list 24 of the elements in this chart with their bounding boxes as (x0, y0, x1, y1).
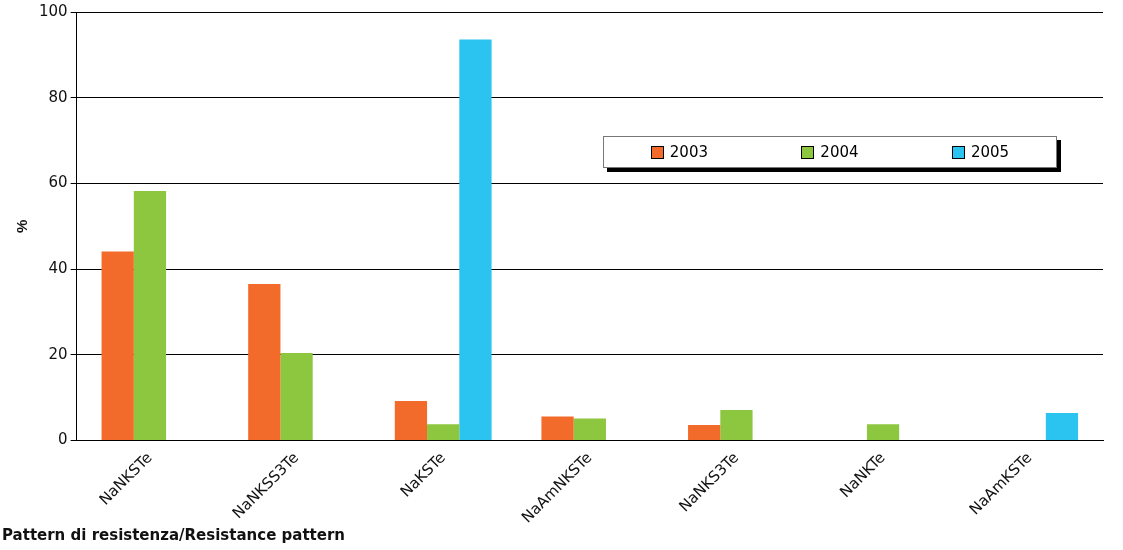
y-tick-label: 0 (58, 430, 68, 449)
bar (427, 424, 460, 440)
bar (866, 424, 900, 440)
bar (394, 401, 428, 440)
bar (133, 191, 167, 440)
y-tick-label: 20 (48, 344, 68, 363)
y-tick-label: 40 (48, 258, 68, 277)
bar (1045, 413, 1079, 440)
y-tick-label: 80 (48, 87, 68, 106)
bar (720, 410, 753, 440)
bar (101, 251, 134, 440)
bar (280, 353, 313, 440)
legend-label: 2003 (669, 143, 709, 162)
bar (459, 39, 492, 440)
bar (541, 416, 574, 440)
x-axis-title: Pattern di resistenza/Resistance pattern (2, 526, 345, 544)
y-axis-title: % (13, 219, 31, 233)
y-tick-label: 100 (38, 1, 68, 20)
legend-label: 2005 (970, 143, 1010, 162)
bar (248, 284, 281, 440)
legend-label: 2004 (820, 143, 859, 162)
bar (573, 418, 606, 440)
bar (688, 425, 721, 440)
y-tick-label: 60 (48, 173, 68, 192)
